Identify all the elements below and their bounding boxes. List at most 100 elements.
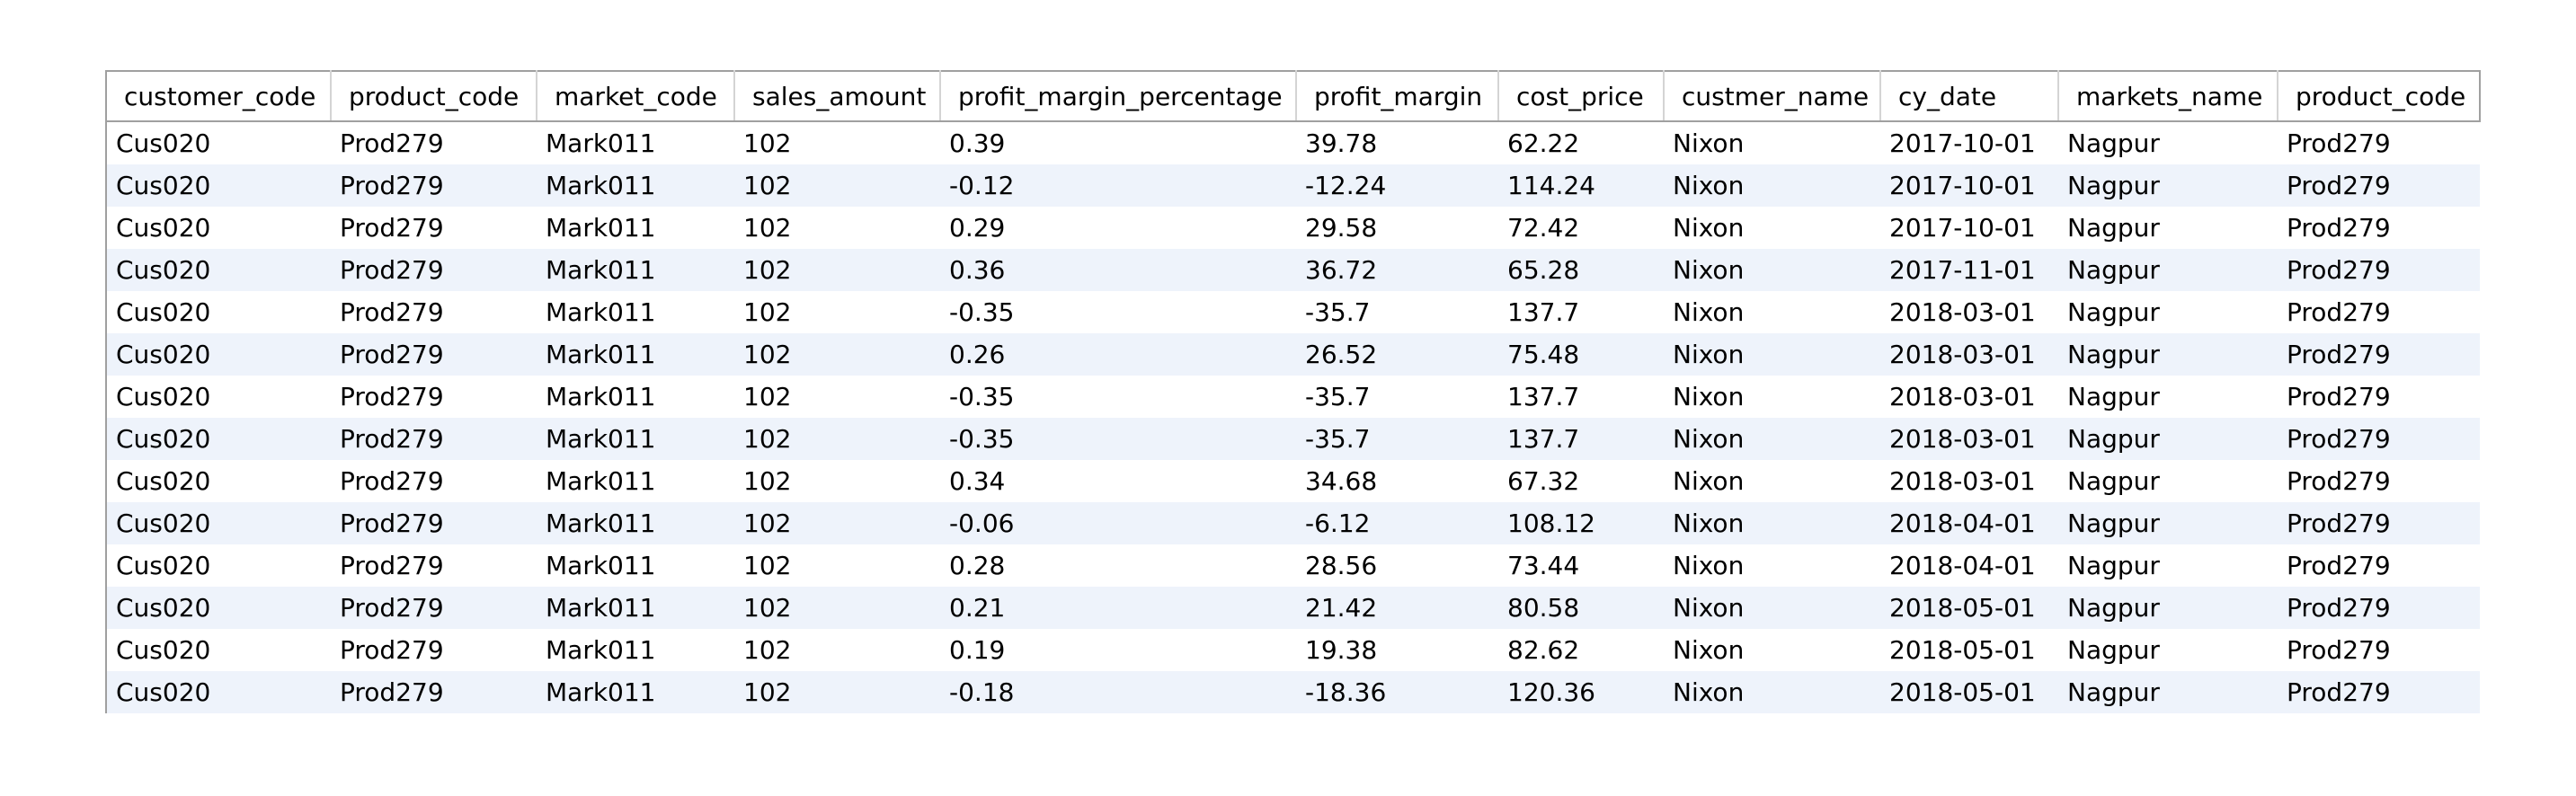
table-cell[interactable]: 102 [734, 544, 940, 587]
table-cell[interactable]: 72.42 [1498, 207, 1664, 249]
table-cell[interactable]: -35.7 [1296, 418, 1498, 460]
column-header[interactable]: product_code [2278, 70, 2481, 122]
table-cell[interactable]: Nixon [1664, 249, 1880, 291]
table-cell[interactable]: Prod279 [2278, 376, 2480, 418]
table-cell[interactable]: Nixon [1664, 671, 1880, 713]
table-cell[interactable]: Cus020 [105, 207, 331, 249]
column-header[interactable]: profit_margin [1296, 70, 1499, 122]
table-row[interactable]: Cus020 Prod279 Mark011 102 0.19 19.38 82.62 Nix… [105, 629, 2480, 671]
table-cell[interactable]: 137.7 [1498, 418, 1664, 460]
table-cell[interactable]: Prod279 [2278, 249, 2480, 291]
table-cell[interactable]: Nagpur [2058, 629, 2278, 671]
table-cell[interactable]: Nixon [1664, 291, 1880, 333]
table-cell[interactable]: 0.34 [940, 460, 1296, 502]
table-cell[interactable]: 19.38 [1296, 629, 1498, 671]
table-cell[interactable]: Nixon [1664, 207, 1880, 249]
table-cell[interactable]: Nagpur [2058, 460, 2278, 502]
table-cell[interactable]: 0.26 [940, 333, 1296, 376]
table-cell[interactable]: Mark011 [537, 544, 734, 587]
table-cell[interactable]: 108.12 [1498, 502, 1664, 544]
table-cell[interactable]: -0.35 [940, 418, 1296, 460]
table-cell[interactable]: Nixon [1664, 460, 1880, 502]
table-cell[interactable]: 0.29 [940, 207, 1296, 249]
table-cell[interactable]: 29.58 [1296, 207, 1498, 249]
table-cell[interactable]: 36.72 [1296, 249, 1498, 291]
table-cell[interactable]: 114.24 [1498, 164, 1664, 207]
table-cell[interactable]: Nixon [1664, 629, 1880, 671]
table-cell[interactable]: 2017-10-01 [1880, 207, 2058, 249]
table-cell[interactable]: Prod279 [331, 502, 537, 544]
table-cell[interactable]: Prod279 [2278, 587, 2480, 629]
table-cell[interactable]: Mark011 [537, 121, 734, 164]
table-cell[interactable]: Prod279 [331, 629, 537, 671]
table-cell[interactable]: Mark011 [537, 671, 734, 713]
table-cell[interactable]: Cus020 [105, 587, 331, 629]
table-cell[interactable]: Prod279 [331, 164, 537, 207]
table-cell[interactable]: Nagpur [2058, 376, 2278, 418]
table-cell[interactable]: 102 [734, 671, 940, 713]
table-cell[interactable]: Prod279 [2278, 671, 2480, 713]
table-cell[interactable]: 2018-05-01 [1880, 587, 2058, 629]
table-cell[interactable]: 102 [734, 460, 940, 502]
table-cell[interactable]: 2018-03-01 [1880, 291, 2058, 333]
table-cell[interactable]: -12.24 [1296, 164, 1498, 207]
table-cell[interactable]: Nixon [1664, 376, 1880, 418]
table-cell[interactable]: -0.18 [940, 671, 1296, 713]
table-cell[interactable]: Mark011 [537, 249, 734, 291]
table-cell[interactable]: Mark011 [537, 291, 734, 333]
table-row[interactable]: Cus020 Prod279 Mark011 102 0.28 28.56 73.44 Nix… [105, 544, 2480, 587]
table-cell[interactable]: 2017-10-01 [1880, 164, 2058, 207]
table-cell[interactable]: Nixon [1664, 502, 1880, 544]
table-cell[interactable]: 67.32 [1498, 460, 1664, 502]
table-cell[interactable]: Cus020 [105, 376, 331, 418]
table-cell[interactable]: Prod279 [331, 333, 537, 376]
table-cell[interactable]: -18.36 [1296, 671, 1498, 713]
table-cell[interactable]: Prod279 [2278, 502, 2480, 544]
table-cell[interactable]: 2018-03-01 [1880, 333, 2058, 376]
table-cell[interactable]: 65.28 [1498, 249, 1664, 291]
table-row[interactable]: Cus020 Prod279 Mark011 102 0.39 39.78 62.22 Nix… [105, 121, 2480, 164]
table-cell[interactable]: 34.68 [1296, 460, 1498, 502]
table-cell[interactable]: Prod279 [2278, 544, 2480, 587]
table-cell[interactable]: Nagpur [2058, 502, 2278, 544]
table-row[interactable]: Cus020 Prod279 Mark011 102 -0.12 -12.24 114.24… [105, 164, 2480, 207]
table-cell[interactable]: Prod279 [331, 207, 537, 249]
table-cell[interactable]: Cus020 [105, 291, 331, 333]
table-cell[interactable]: Prod279 [331, 671, 537, 713]
table-cell[interactable]: Prod279 [2278, 333, 2480, 376]
table-cell[interactable]: Nagpur [2058, 418, 2278, 460]
table-cell[interactable]: 2017-11-01 [1880, 249, 2058, 291]
table-cell[interactable]: Nagpur [2058, 587, 2278, 629]
table-row[interactable]: Cus020 Prod279 Mark011 102 -0.06 -6.12 108.12 N… [105, 502, 2480, 544]
table-cell[interactable]: 2018-03-01 [1880, 460, 2058, 502]
results-grid[interactable]: customer_code product_code market_code sale… [105, 70, 2481, 713]
table-cell[interactable]: Mark011 [537, 629, 734, 671]
table-cell[interactable]: 2018-05-01 [1880, 629, 2058, 671]
table-cell[interactable]: Cus020 [105, 502, 331, 544]
table-cell[interactable]: 80.58 [1498, 587, 1664, 629]
table-cell[interactable]: Cus020 [105, 121, 331, 164]
table-cell[interactable]: Nixon [1664, 587, 1880, 629]
table-cell[interactable]: Cus020 [105, 164, 331, 207]
table-cell[interactable]: Mark011 [537, 418, 734, 460]
table-cell[interactable]: 2018-05-01 [1880, 671, 2058, 713]
table-cell[interactable]: 62.22 [1498, 121, 1664, 164]
table-cell[interactable]: 102 [734, 121, 940, 164]
table-cell[interactable]: 102 [734, 207, 940, 249]
table-cell[interactable]: Cus020 [105, 249, 331, 291]
table-cell[interactable]: Prod279 [2278, 418, 2480, 460]
table-cell[interactable]: -35.7 [1296, 291, 1498, 333]
table-cell[interactable]: Prod279 [2278, 207, 2480, 249]
table-cell[interactable]: Nagpur [2058, 544, 2278, 587]
table-row[interactable]: Cus020 Prod279 Mark011 102 -0.18 -18.36 120.36… [105, 671, 2480, 713]
table-row[interactable]: Cus020 Prod279 Mark011 102 -0.35 -35.7 137.7 Ni… [105, 376, 2480, 418]
table-row[interactable]: Cus020 Prod279 Mark011 102 0.36 36.72 65.28 Nix… [105, 249, 2480, 291]
table-cell[interactable]: 2018-03-01 [1880, 376, 2058, 418]
table-cell[interactable]: 0.19 [940, 629, 1296, 671]
table-cell[interactable]: Nagpur [2058, 333, 2278, 376]
table-cell[interactable]: Prod279 [331, 376, 537, 418]
table-cell[interactable]: Nagpur [2058, 291, 2278, 333]
table-cell[interactable]: 2017-10-01 [1880, 121, 2058, 164]
table-cell[interactable]: Nixon [1664, 544, 1880, 587]
table-cell[interactable]: 26.52 [1296, 333, 1498, 376]
